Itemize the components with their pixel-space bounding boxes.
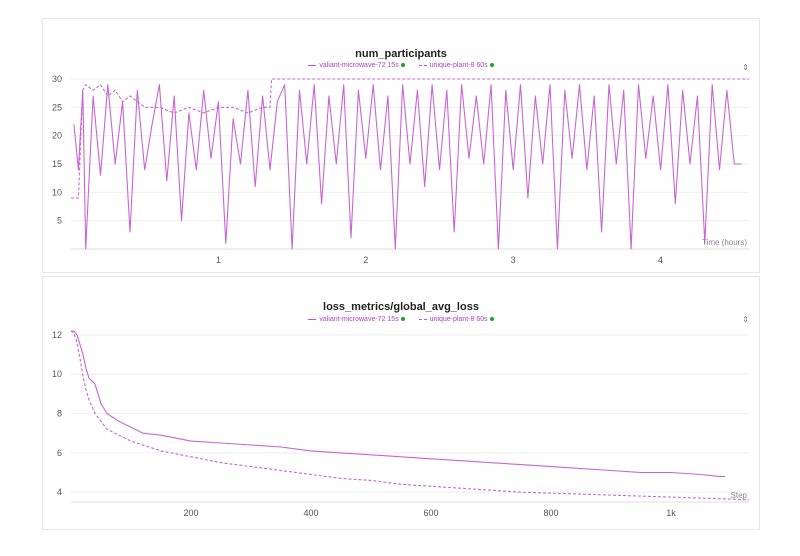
x-axis-label: Time (hours) [702,238,747,247]
status-dot-icon [400,317,405,322]
y-tick-label: 6 [57,448,62,458]
legend-label: valiant-microwave-72 15s [319,62,399,69]
legend-swatch-solid [308,318,317,320]
y-tick-label: 5 [57,216,62,226]
x-tick-label: 4 [658,255,663,265]
series-line-valiant-microwave [73,84,742,250]
y-tick-label: 25 [52,102,62,112]
chart-plot-global-avg-loss: 4 6 8 10 12 200 400 600 800 1k Step [52,330,750,518]
expand-icon[interactable]: ⇕ [742,63,749,72]
y-tick-label: 15 [52,159,62,169]
y-tick-label: 30 [52,74,62,84]
y-tick-label: 10 [52,369,62,379]
chart-title: num_participants [355,48,447,60]
legend-item-unique-plant[interactable]: unique-plant-8 60s [418,62,494,69]
legend-swatch-dashed [418,318,427,320]
y-tick-label: 8 [57,409,62,419]
x-tick-label: 1 [216,255,221,265]
chart-plot-num-participants: 5 10 15 20 25 30 1 2 3 4 Time (hours) [52,74,749,265]
expand-icon[interactable]: ⇕ [742,315,749,324]
legend-label: unique-plant-8 60s [429,62,488,69]
series-line-unique-plant [71,78,749,199]
chart-legend: valiant-microwave-72 15s unique-plant-8 … [43,316,759,323]
y-tick-label: 4 [57,487,62,497]
status-dot-icon [400,63,405,68]
chart-legend: valiant-microwave-72 15s unique-plant-8 … [43,62,759,69]
y-tick-label: 20 [52,131,62,141]
legend-label: unique-plant-8 60s [429,316,488,323]
x-tick-label: 200 [183,508,198,518]
x-tick-label: 800 [543,508,558,518]
y-tick-label: 10 [52,187,62,197]
x-tick-label: 2 [363,255,368,265]
series-line-valiant-microwave [71,330,725,477]
status-dot-icon [489,317,494,322]
status-dot-icon [489,63,494,68]
chart-panel-global-avg-loss: loss_metrics/global_avg_loss valiant-mic… [42,276,760,530]
legend-label: valiant-microwave-72 15s [319,316,399,323]
x-tick-label: 600 [423,508,438,518]
legend-item-valiant-microwave[interactable]: valiant-microwave-72 15s [308,316,406,323]
x-axis-label: Step [731,491,748,500]
x-tick-label: 3 [511,255,516,265]
legend-swatch-solid [308,64,317,66]
chart-title: loss_metrics/global_avg_loss [323,301,479,313]
chart-panel-num-participants: num_participants valiant-microwave-72 15… [42,18,760,273]
series-line-unique-plant [70,330,750,501]
x-tick-label: 1k [666,508,676,518]
legend-swatch-dashed [418,64,427,66]
y-tick-label: 12 [52,330,62,340]
x-tick-label: 400 [303,508,318,518]
legend-item-unique-plant[interactable]: unique-plant-8 60s [418,316,494,323]
legend-item-valiant-microwave[interactable]: valiant-microwave-72 15s [308,62,406,69]
